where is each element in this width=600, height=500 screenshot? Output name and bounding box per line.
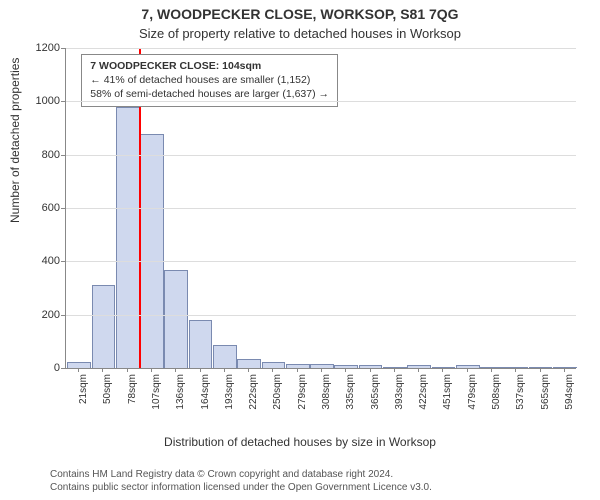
xtick-mark xyxy=(102,368,103,372)
info-box: 7 WOODPECKER CLOSE: 104sqm ← 41% of deta… xyxy=(81,54,338,107)
footer-line1: Contains HM Land Registry data © Crown c… xyxy=(50,469,432,482)
histogram-bar xyxy=(383,367,407,368)
xtick-label: 193sqm xyxy=(224,374,235,410)
histogram-bar xyxy=(92,285,116,368)
xtick-mark xyxy=(442,368,443,372)
xtick-label: 107sqm xyxy=(151,374,162,410)
xtick-mark xyxy=(321,368,322,372)
xtick-mark xyxy=(467,368,468,372)
xtick-label: 279sqm xyxy=(297,374,308,410)
gridline xyxy=(66,208,576,209)
y-axis-label: Number of detached properties xyxy=(8,58,22,223)
histogram-bar xyxy=(213,345,237,368)
ytick-mark xyxy=(61,101,66,102)
ytick-mark xyxy=(61,208,66,209)
gridline xyxy=(66,315,576,316)
xtick-mark xyxy=(151,368,152,372)
xtick-label: 50sqm xyxy=(102,374,113,404)
xtick-label: 250sqm xyxy=(272,374,283,410)
xtick-mark xyxy=(272,368,273,372)
ytick-mark xyxy=(61,155,66,156)
xtick-mark xyxy=(540,368,541,372)
xtick-mark xyxy=(127,368,128,372)
histogram-bar xyxy=(553,367,577,368)
gridline xyxy=(66,261,576,262)
xtick-label: 222sqm xyxy=(248,374,259,410)
xtick-mark xyxy=(224,368,225,372)
xtick-label: 479sqm xyxy=(467,374,478,410)
gridline xyxy=(66,155,576,156)
ytick-mark xyxy=(61,48,66,49)
ytick-label: 400 xyxy=(42,255,60,267)
xtick-mark xyxy=(297,368,298,372)
histogram-bar xyxy=(432,367,456,368)
page-subtitle: Size of property relative to detached ho… xyxy=(0,26,600,41)
x-axis-label: Distribution of detached houses by size … xyxy=(0,435,600,449)
xtick-mark xyxy=(78,368,79,372)
xtick-label: 393sqm xyxy=(394,374,405,410)
footer-line2: Contains public sector information licen… xyxy=(50,482,432,495)
histogram-bar xyxy=(164,270,188,368)
histogram-bar xyxy=(237,359,261,368)
ytick-label: 600 xyxy=(42,202,60,214)
ytick-mark xyxy=(61,261,66,262)
ytick-label: 1000 xyxy=(36,95,60,107)
xtick-mark xyxy=(491,368,492,372)
xtick-label: 422sqm xyxy=(418,374,429,410)
xtick-mark xyxy=(515,368,516,372)
histogram-bar xyxy=(359,365,383,368)
xtick-mark xyxy=(200,368,201,372)
info-box-line2: ← 41% of detached houses are smaller (1,… xyxy=(90,73,329,87)
ytick-label: 800 xyxy=(42,149,60,161)
info-box-line1: 7 WOODPECKER CLOSE: 104sqm xyxy=(90,59,329,73)
ytick-mark xyxy=(61,315,66,316)
xtick-label: 308sqm xyxy=(321,374,332,410)
histogram-bar xyxy=(286,364,310,368)
ytick-label: 1200 xyxy=(36,42,60,54)
xtick-label: 594sqm xyxy=(564,374,575,410)
xtick-mark xyxy=(394,368,395,372)
footer: Contains HM Land Registry data © Crown c… xyxy=(50,469,432,494)
xtick-label: 508sqm xyxy=(491,374,502,410)
xtick-mark xyxy=(370,368,371,372)
histogram-bar xyxy=(262,362,286,368)
xtick-label: 537sqm xyxy=(515,374,526,410)
histogram-plot: 7 WOODPECKER CLOSE: 104sqm ← 41% of deta… xyxy=(65,48,576,369)
xtick-mark xyxy=(345,368,346,372)
xtick-mark xyxy=(418,368,419,372)
xtick-mark xyxy=(248,368,249,372)
xtick-label: 164sqm xyxy=(200,374,211,410)
page-title: 7, WOODPECKER CLOSE, WORKSOP, S81 7QG xyxy=(0,6,600,22)
ytick-label: 200 xyxy=(42,309,60,321)
xtick-mark xyxy=(564,368,565,372)
ytick-label: 0 xyxy=(54,362,60,374)
xtick-label: 335sqm xyxy=(345,374,356,410)
gridline xyxy=(66,101,576,102)
xtick-label: 21sqm xyxy=(78,374,89,404)
info-box-line3: 58% of semi-detached houses are larger (… xyxy=(90,87,329,101)
histogram-bar xyxy=(529,367,553,368)
histogram-bar xyxy=(456,365,480,368)
xtick-label: 565sqm xyxy=(540,374,551,410)
histogram-bar xyxy=(189,320,213,368)
gridline xyxy=(66,48,576,49)
xtick-label: 451sqm xyxy=(442,374,453,410)
histogram-bar xyxy=(116,107,140,368)
ytick-mark xyxy=(61,368,66,369)
histogram-bar xyxy=(140,134,164,368)
xtick-label: 78sqm xyxy=(127,374,138,404)
xtick-label: 365sqm xyxy=(370,374,381,410)
xtick-label: 136sqm xyxy=(175,374,186,410)
xtick-mark xyxy=(175,368,176,372)
